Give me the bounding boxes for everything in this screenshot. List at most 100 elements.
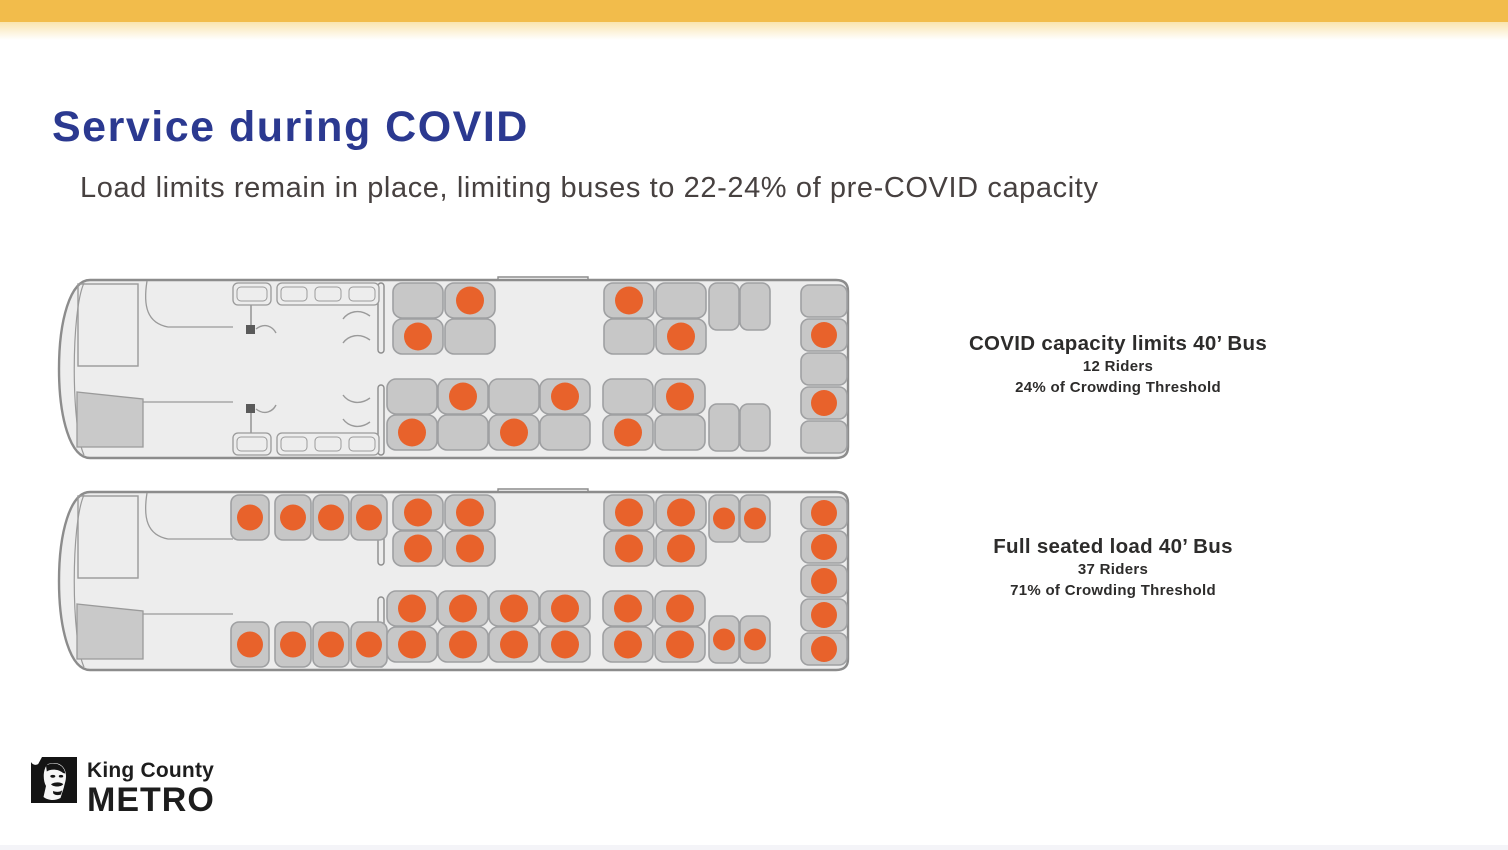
rider-dot xyxy=(449,382,477,411)
rider-dot xyxy=(811,500,837,526)
rider-dot xyxy=(614,630,642,659)
folded-seat xyxy=(232,432,272,456)
page-title: Service during COVID xyxy=(52,102,529,151)
folded-bench xyxy=(276,432,380,456)
caption-title: COVID capacity limits 40’ Bus xyxy=(968,332,1268,355)
rider-dot xyxy=(449,594,477,623)
wheelchair-hook xyxy=(342,310,371,320)
rider-dot xyxy=(280,631,306,658)
rider-dot xyxy=(456,534,484,563)
wheelchair-hook xyxy=(342,394,371,404)
rider-dot xyxy=(667,498,695,527)
rider-dot xyxy=(667,322,695,351)
rear-door-outline xyxy=(497,488,589,493)
seat xyxy=(539,414,591,451)
rider-dot xyxy=(404,498,432,527)
rider-dot xyxy=(615,498,643,527)
rider-dot xyxy=(237,504,263,531)
rider-dot xyxy=(500,630,528,659)
bus-diagram-full-seated xyxy=(48,488,850,674)
rider-dot xyxy=(614,594,642,623)
rider-dot xyxy=(811,636,837,662)
rider-dot xyxy=(404,534,432,563)
rider-dot xyxy=(500,594,528,623)
king-county-metro-logo: King County METRO xyxy=(30,756,215,817)
seat xyxy=(386,378,438,415)
rider-dot xyxy=(811,390,837,416)
logo-metro-text: METRO xyxy=(87,781,215,819)
driver-area xyxy=(77,495,139,579)
seat xyxy=(655,282,707,319)
stanchion xyxy=(246,404,255,413)
rider-dot xyxy=(713,507,735,530)
seat xyxy=(488,378,540,415)
wheelchair-hook xyxy=(342,334,371,344)
rider-dot xyxy=(318,504,344,531)
top-accent-bar xyxy=(0,0,1508,22)
rider-dot xyxy=(744,628,766,651)
rider-dot xyxy=(666,630,694,659)
rider-dot xyxy=(398,594,426,623)
rider-dot xyxy=(666,382,694,411)
folded-seat xyxy=(232,282,272,306)
seat xyxy=(708,403,740,452)
rider-dot xyxy=(449,630,477,659)
wheelchair-hook xyxy=(342,418,371,428)
caption-full-seated: Full seated load 40’ Bus 37 Riders 71% o… xyxy=(903,534,1323,601)
seat xyxy=(437,414,489,451)
rider-dot xyxy=(456,286,484,315)
top-accent-fade xyxy=(0,22,1508,40)
caption-threshold: 24% of Crowding Threshold xyxy=(1015,379,1221,396)
seat xyxy=(602,378,654,415)
rider-dot xyxy=(404,322,432,351)
logo-king-county-text: King County xyxy=(87,759,215,782)
caption-riders: 12 Riders xyxy=(1082,358,1154,375)
seat xyxy=(800,420,848,454)
rider-dot xyxy=(615,286,643,315)
front-door-steps xyxy=(76,391,144,448)
rider-dot xyxy=(811,534,837,560)
bottom-edge-strip xyxy=(0,845,1508,850)
caption-threshold: 71% of Crowding Threshold xyxy=(1010,582,1216,599)
folded-bench xyxy=(276,282,380,306)
rider-dot xyxy=(356,631,382,658)
rider-dot xyxy=(713,628,735,651)
front-door-steps xyxy=(76,603,144,660)
rider-dot xyxy=(398,418,426,447)
rider-dot xyxy=(811,568,837,594)
rider-dot xyxy=(280,504,306,531)
rider-dot xyxy=(811,322,837,348)
driver-area xyxy=(77,283,139,367)
seat xyxy=(800,284,848,318)
rider-dot xyxy=(456,498,484,527)
rider-dot xyxy=(615,534,643,563)
rider-dot xyxy=(318,631,344,658)
rider-dot xyxy=(500,418,528,447)
seat xyxy=(603,318,655,355)
rider-dot xyxy=(744,507,766,530)
seat xyxy=(708,282,740,331)
rider-dot xyxy=(237,631,263,658)
rider-dot xyxy=(666,594,694,623)
rider-dot xyxy=(667,534,695,563)
seat xyxy=(444,318,496,355)
caption-riders: 37 Riders xyxy=(1077,561,1149,578)
rider-dot xyxy=(398,630,426,659)
rider-dot xyxy=(551,382,579,411)
rider-dot xyxy=(551,594,579,623)
seat xyxy=(739,282,771,331)
bus-diagram-covid-capacity xyxy=(48,276,850,462)
rider-dot xyxy=(811,602,837,628)
rider-dot xyxy=(551,630,579,659)
rider-dot xyxy=(356,504,382,531)
king-county-mlk-icon xyxy=(30,756,78,809)
seat xyxy=(739,403,771,452)
seat xyxy=(654,414,706,451)
caption-title: Full seated load 40’ Bus xyxy=(993,535,1233,558)
seat xyxy=(800,352,848,386)
seat xyxy=(392,282,444,319)
caption-covid-capacity: COVID capacity limits 40’ Bus 12 Riders … xyxy=(908,331,1328,398)
rider-dot xyxy=(614,418,642,447)
subtitle: Load limits remain in place, limiting bu… xyxy=(80,172,1099,204)
rear-door-outline xyxy=(497,276,589,281)
